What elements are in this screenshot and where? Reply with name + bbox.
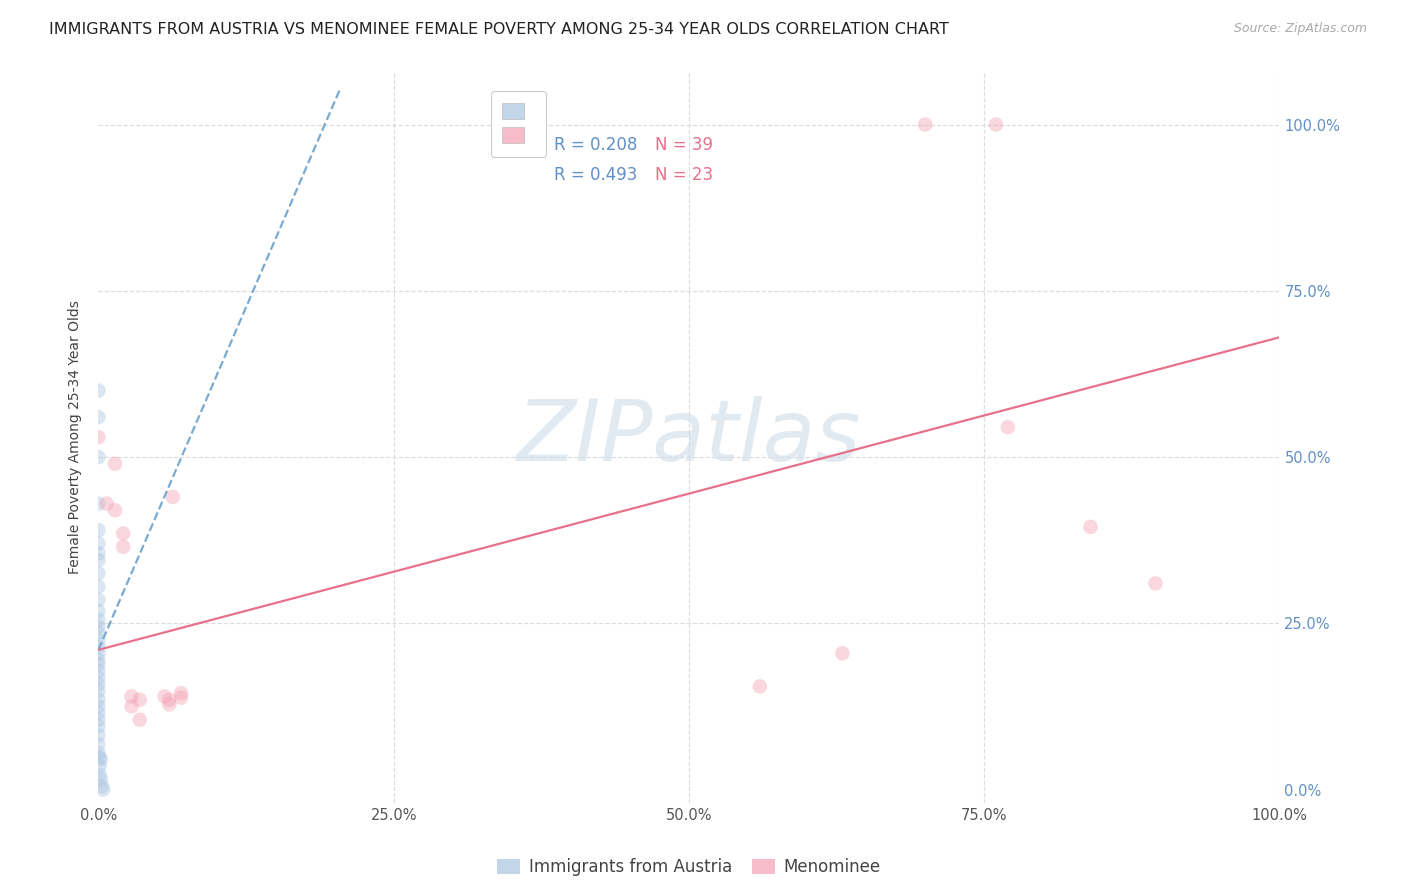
Text: Source: ZipAtlas.com: Source: ZipAtlas.com — [1233, 22, 1367, 36]
Point — [121, 690, 143, 704]
Text: N = 39: N = 39 — [655, 136, 713, 154]
Point — [748, 680, 770, 694]
Point — [984, 118, 1007, 132]
Point — [87, 626, 110, 640]
Point — [87, 430, 110, 444]
Point — [87, 593, 110, 607]
Point — [87, 640, 110, 654]
Point — [112, 540, 135, 554]
Point — [104, 457, 127, 471]
Point — [87, 671, 110, 685]
Point — [157, 698, 180, 712]
Y-axis label: Female Poverty Among 25-34 Year Olds: Female Poverty Among 25-34 Year Olds — [69, 300, 83, 574]
Point — [87, 692, 110, 706]
Text: IMMIGRANTS FROM AUSTRIA VS MENOMINEE FEMALE POVERTY AMONG 25-34 YEAR OLDS CORREL: IMMIGRANTS FROM AUSTRIA VS MENOMINEE FEM… — [49, 22, 949, 37]
Point — [89, 750, 111, 764]
Point — [90, 753, 112, 767]
Point — [87, 604, 110, 618]
Point — [153, 690, 176, 704]
Point — [170, 690, 193, 705]
Point — [87, 653, 110, 667]
Point — [87, 523, 110, 537]
Point — [87, 497, 110, 511]
Point — [87, 613, 110, 627]
Point — [89, 768, 111, 782]
Point — [128, 692, 150, 706]
Point — [87, 728, 110, 742]
Point — [87, 684, 110, 698]
Point — [831, 646, 853, 660]
Text: R = 0.493: R = 0.493 — [554, 166, 637, 184]
Point — [91, 779, 114, 793]
Point — [128, 713, 150, 727]
Text: N = 23: N = 23 — [655, 166, 713, 184]
Point — [87, 384, 110, 398]
Point — [87, 657, 110, 672]
Point — [87, 536, 110, 550]
Text: R = 0.208: R = 0.208 — [554, 136, 637, 154]
Point — [87, 713, 110, 727]
Point — [87, 746, 110, 760]
Point — [87, 719, 110, 733]
Point — [87, 619, 110, 633]
Point — [162, 490, 184, 504]
Point — [157, 692, 180, 706]
Point — [121, 699, 143, 714]
Point — [170, 686, 193, 700]
Point — [87, 677, 110, 691]
Text: ZIPatlas: ZIPatlas — [517, 395, 860, 479]
Point — [91, 782, 114, 797]
Point — [90, 772, 112, 787]
Point — [87, 632, 110, 647]
Point — [104, 503, 127, 517]
Point — [112, 526, 135, 541]
Point — [87, 699, 110, 714]
Point — [96, 497, 118, 511]
Legend: Immigrants from Austria, Menominee: Immigrants from Austria, Menominee — [491, 851, 887, 883]
Point — [87, 646, 110, 660]
Point — [87, 664, 110, 678]
Point — [1144, 576, 1167, 591]
Point — [89, 759, 111, 773]
Point — [997, 420, 1019, 434]
Point — [87, 410, 110, 425]
Point — [1080, 520, 1102, 534]
Point — [87, 580, 110, 594]
Point — [87, 566, 110, 581]
Point — [87, 706, 110, 720]
Point — [87, 553, 110, 567]
Point — [87, 546, 110, 560]
Point — [87, 737, 110, 751]
Point — [914, 118, 936, 132]
Point — [87, 450, 110, 464]
